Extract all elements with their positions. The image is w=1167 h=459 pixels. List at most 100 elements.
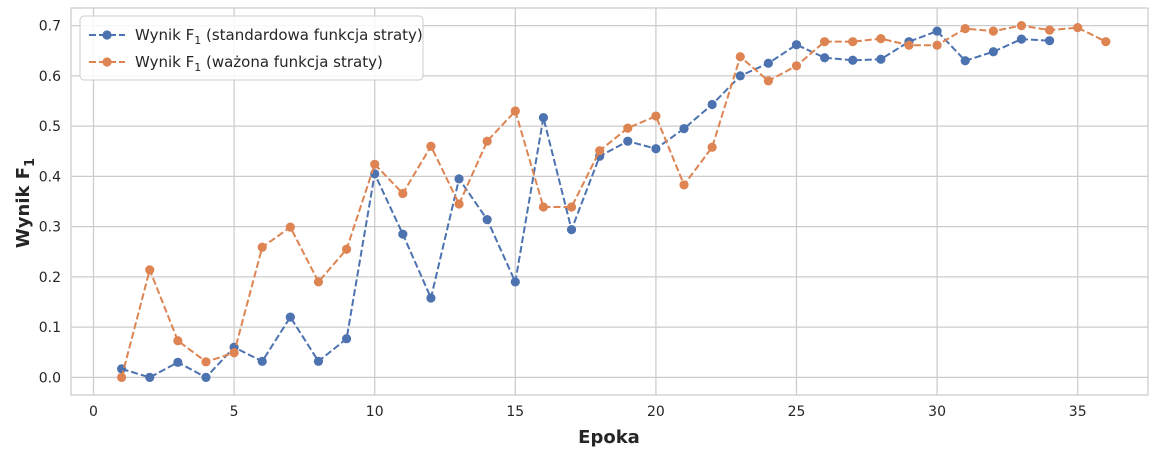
data-point (651, 144, 661, 154)
legend-label-weighted-pre: Wynik F (135, 53, 194, 71)
data-point (566, 202, 577, 212)
data-point (904, 40, 914, 50)
data-point (454, 199, 464, 209)
data-point (876, 54, 886, 64)
data-point (791, 40, 802, 50)
data-point (1016, 20, 1027, 31)
legend-label-weighted-sub: 1 (194, 61, 201, 74)
data-point (229, 348, 239, 358)
plot-frame (70, 7, 1149, 396)
series-weighted (117, 20, 1111, 383)
x-tick-label: 25 (788, 404, 806, 420)
x-tick-label: 5 (230, 404, 239, 420)
legend-label-standard: Wynik F1 (standardowa funkcja straty) (135, 26, 423, 47)
tick-labels: 0 5 10 15 20 25 30 35 0.0 0.1 0.2 0.3 0.4 0.5 0.6 0.7 (39, 19, 1087, 420)
data-point (145, 265, 155, 275)
data-point (932, 26, 942, 36)
data-point (679, 124, 689, 134)
data-point (285, 222, 295, 232)
data-point (763, 58, 773, 68)
x-axis-title: Epoka (578, 427, 640, 448)
grid (71, 8, 1148, 395)
data-point (566, 225, 577, 235)
series-line (120, 24, 1107, 378)
y-tick-label: 0.3 (39, 220, 61, 236)
data-point (257, 242, 267, 252)
data-point (820, 53, 830, 63)
y-tick-label: 0.1 (39, 320, 61, 336)
y-tick-label: 0.7 (39, 19, 61, 35)
data-point (960, 56, 970, 66)
data-point (932, 40, 942, 50)
data-point (398, 229, 408, 239)
data-point (679, 180, 689, 190)
data-point (623, 136, 633, 146)
data-point (313, 356, 324, 366)
data-point (370, 159, 380, 169)
legend-entry-weighted: Wynik F1 (ważona funkcja straty) (89, 53, 383, 74)
data-point (313, 277, 324, 287)
data-point (988, 47, 998, 57)
legend-marker-weighted (102, 57, 112, 67)
x-tick-label: 10 (366, 404, 384, 420)
data-point (595, 146, 605, 156)
legend: Wynik F1 (standardowa funkcja straty) Wy… (79, 15, 424, 81)
data-point (651, 111, 661, 121)
y-tick-label: 0.4 (39, 169, 61, 185)
y-axis-title: Wynik F1 (13, 158, 38, 248)
data-point (510, 277, 520, 287)
y-axis-title-sub: 1 (23, 158, 38, 167)
legend-entry-standard: Wynik F1 (standardowa funkcja straty) (89, 26, 423, 47)
legend-label-weighted-post: (ważona funkcja straty) (201, 53, 383, 71)
data-point (848, 55, 858, 65)
data-point (201, 372, 211, 383)
data-point (707, 142, 717, 152)
y-tick-label: 0.5 (39, 119, 61, 135)
y-tick-label: 0.0 (39, 370, 61, 386)
data-point (538, 202, 549, 212)
legend-label-standard-post: (standardowa funkcja straty) (201, 26, 423, 44)
legend-label-weighted: Wynik F1 (ważona funkcja straty) (135, 53, 383, 74)
data-point (707, 99, 717, 110)
data-point (960, 24, 970, 34)
y-tick-label: 0.2 (39, 270, 61, 286)
data-point (426, 141, 436, 151)
series (117, 20, 1111, 383)
x-tick-label: 15 (506, 404, 524, 420)
data-point (735, 52, 745, 62)
data-point (876, 34, 886, 44)
legend-marker-standard (102, 30, 112, 40)
data-point (1101, 37, 1111, 47)
data-point (735, 71, 745, 81)
data-point (482, 136, 492, 146)
data-point (201, 357, 211, 367)
data-point (454, 174, 464, 184)
x-tick-label: 0 (89, 404, 98, 420)
data-point (341, 334, 352, 344)
data-point (623, 123, 633, 133)
y-axis-title-group: Wynik F1 (13, 158, 38, 248)
data-point (426, 293, 436, 303)
data-point (145, 372, 155, 383)
data-point (482, 214, 492, 225)
y-tick-label: 0.6 (39, 69, 61, 85)
data-point (1044, 36, 1055, 46)
legend-box (79, 15, 424, 81)
data-point (285, 312, 295, 322)
data-point (538, 112, 549, 123)
data-point (820, 37, 830, 47)
data-point (1044, 25, 1055, 35)
data-point (791, 61, 802, 71)
data-point (173, 336, 183, 346)
data-point (988, 26, 998, 36)
data-point (398, 188, 408, 199)
data-point (1073, 23, 1083, 33)
x-tick-label: 30 (928, 404, 946, 420)
series-line (121, 30, 1050, 379)
data-point (848, 37, 858, 47)
data-point (117, 372, 127, 383)
data-point (510, 106, 520, 116)
data-point (257, 356, 267, 366)
legend-label-standard-pre: Wynik F (135, 26, 194, 44)
